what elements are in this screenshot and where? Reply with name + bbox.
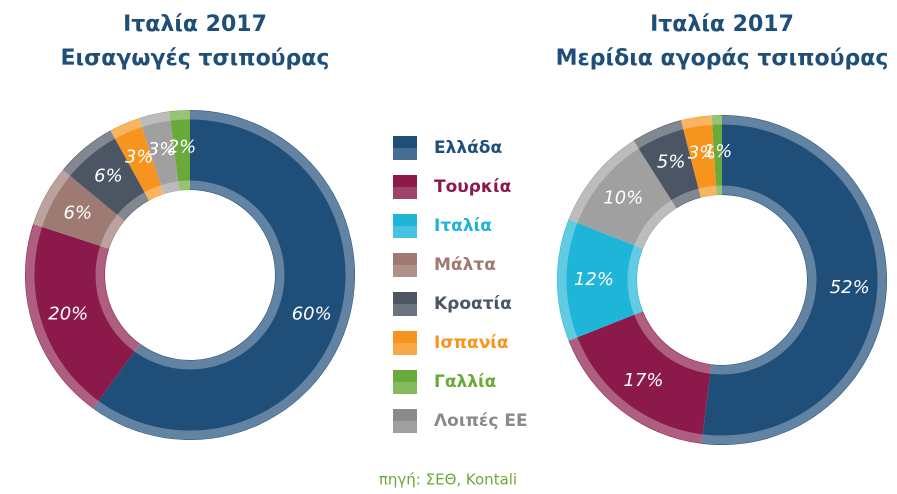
- pie-slice: [169, 110, 190, 191]
- pie-slice: [680, 115, 717, 198]
- pie-slice: [633, 120, 701, 209]
- legend-swatch-shade: [393, 187, 417, 199]
- chart-subtitle: Μερίδια αγοράς τσιπούρας: [556, 46, 889, 71]
- legend-swatch: [393, 292, 417, 316]
- pie-slice: [568, 140, 677, 249]
- data-label: 20%: [48, 304, 88, 325]
- ring-highlight: [95, 180, 285, 370]
- source: πηγή: ΣΕΘ, Kontali: [379, 471, 517, 489]
- data-label: 1%: [704, 141, 733, 162]
- legend-label: Τουρκία: [434, 177, 511, 197]
- legend-label: Λοιπές ΕΕ: [434, 411, 528, 431]
- legend-swatch: [393, 214, 417, 238]
- legend-swatch: [393, 331, 417, 355]
- data-label: 6%: [64, 202, 93, 223]
- legend-label: Ελλάδα: [434, 138, 502, 158]
- data-label: 5%: [657, 152, 686, 173]
- data-label: 52%: [830, 277, 870, 298]
- legend-swatch-shade: [393, 382, 417, 394]
- chart-title: Ιταλία 2017: [123, 12, 267, 37]
- data-label: 3%: [148, 139, 177, 160]
- legend-label: Μάλτα: [434, 255, 496, 275]
- legend-swatch: [393, 136, 417, 160]
- pie-slice: [110, 118, 164, 201]
- data-label: 3%: [688, 143, 717, 164]
- data-label: 2%: [168, 136, 197, 157]
- legend-swatch: [393, 409, 417, 433]
- data-label: 6%: [94, 165, 123, 186]
- ring-highlight: [25, 110, 355, 440]
- pie-slice: [568, 311, 712, 444]
- legend-label: Ιταλία: [434, 216, 492, 236]
- data-label: 60%: [292, 304, 332, 325]
- legend-swatch-shade: [393, 148, 417, 160]
- chart-title: Ιταλία 2017: [650, 12, 794, 37]
- pie-slice: [711, 115, 722, 196]
- pie-slice: [93, 110, 356, 441]
- legend-label: Κροατία: [434, 294, 512, 314]
- legend-swatch: [393, 370, 417, 394]
- pie-slice: [701, 115, 888, 446]
- legend-swatch: [393, 253, 417, 277]
- legend-swatch-shade: [393, 421, 417, 433]
- chart-subtitle: Εισαγωγές τσιπούρας: [61, 46, 330, 71]
- pie-slice: [556, 219, 643, 341]
- legend-label: Ισπανία: [434, 333, 509, 353]
- ring-highlight: [557, 115, 887, 445]
- ring-highlight: [627, 185, 817, 375]
- pie-slice: [62, 130, 150, 221]
- pie-slice: [33, 169, 125, 249]
- data-label: 10%: [603, 187, 643, 208]
- pie-slice: [25, 224, 141, 409]
- legend-swatch-shade: [393, 304, 417, 316]
- data-label: 3%: [125, 147, 154, 168]
- data-label: 17%: [624, 370, 664, 391]
- legend-swatch: [393, 175, 417, 199]
- legend-swatch-shade: [393, 226, 417, 238]
- legend-label: Γαλλία: [434, 372, 496, 392]
- legend-swatch-shade: [393, 265, 417, 277]
- pie-slice: [139, 111, 180, 195]
- data-label: 12%: [574, 269, 614, 290]
- legend-swatch-shade: [393, 343, 417, 355]
